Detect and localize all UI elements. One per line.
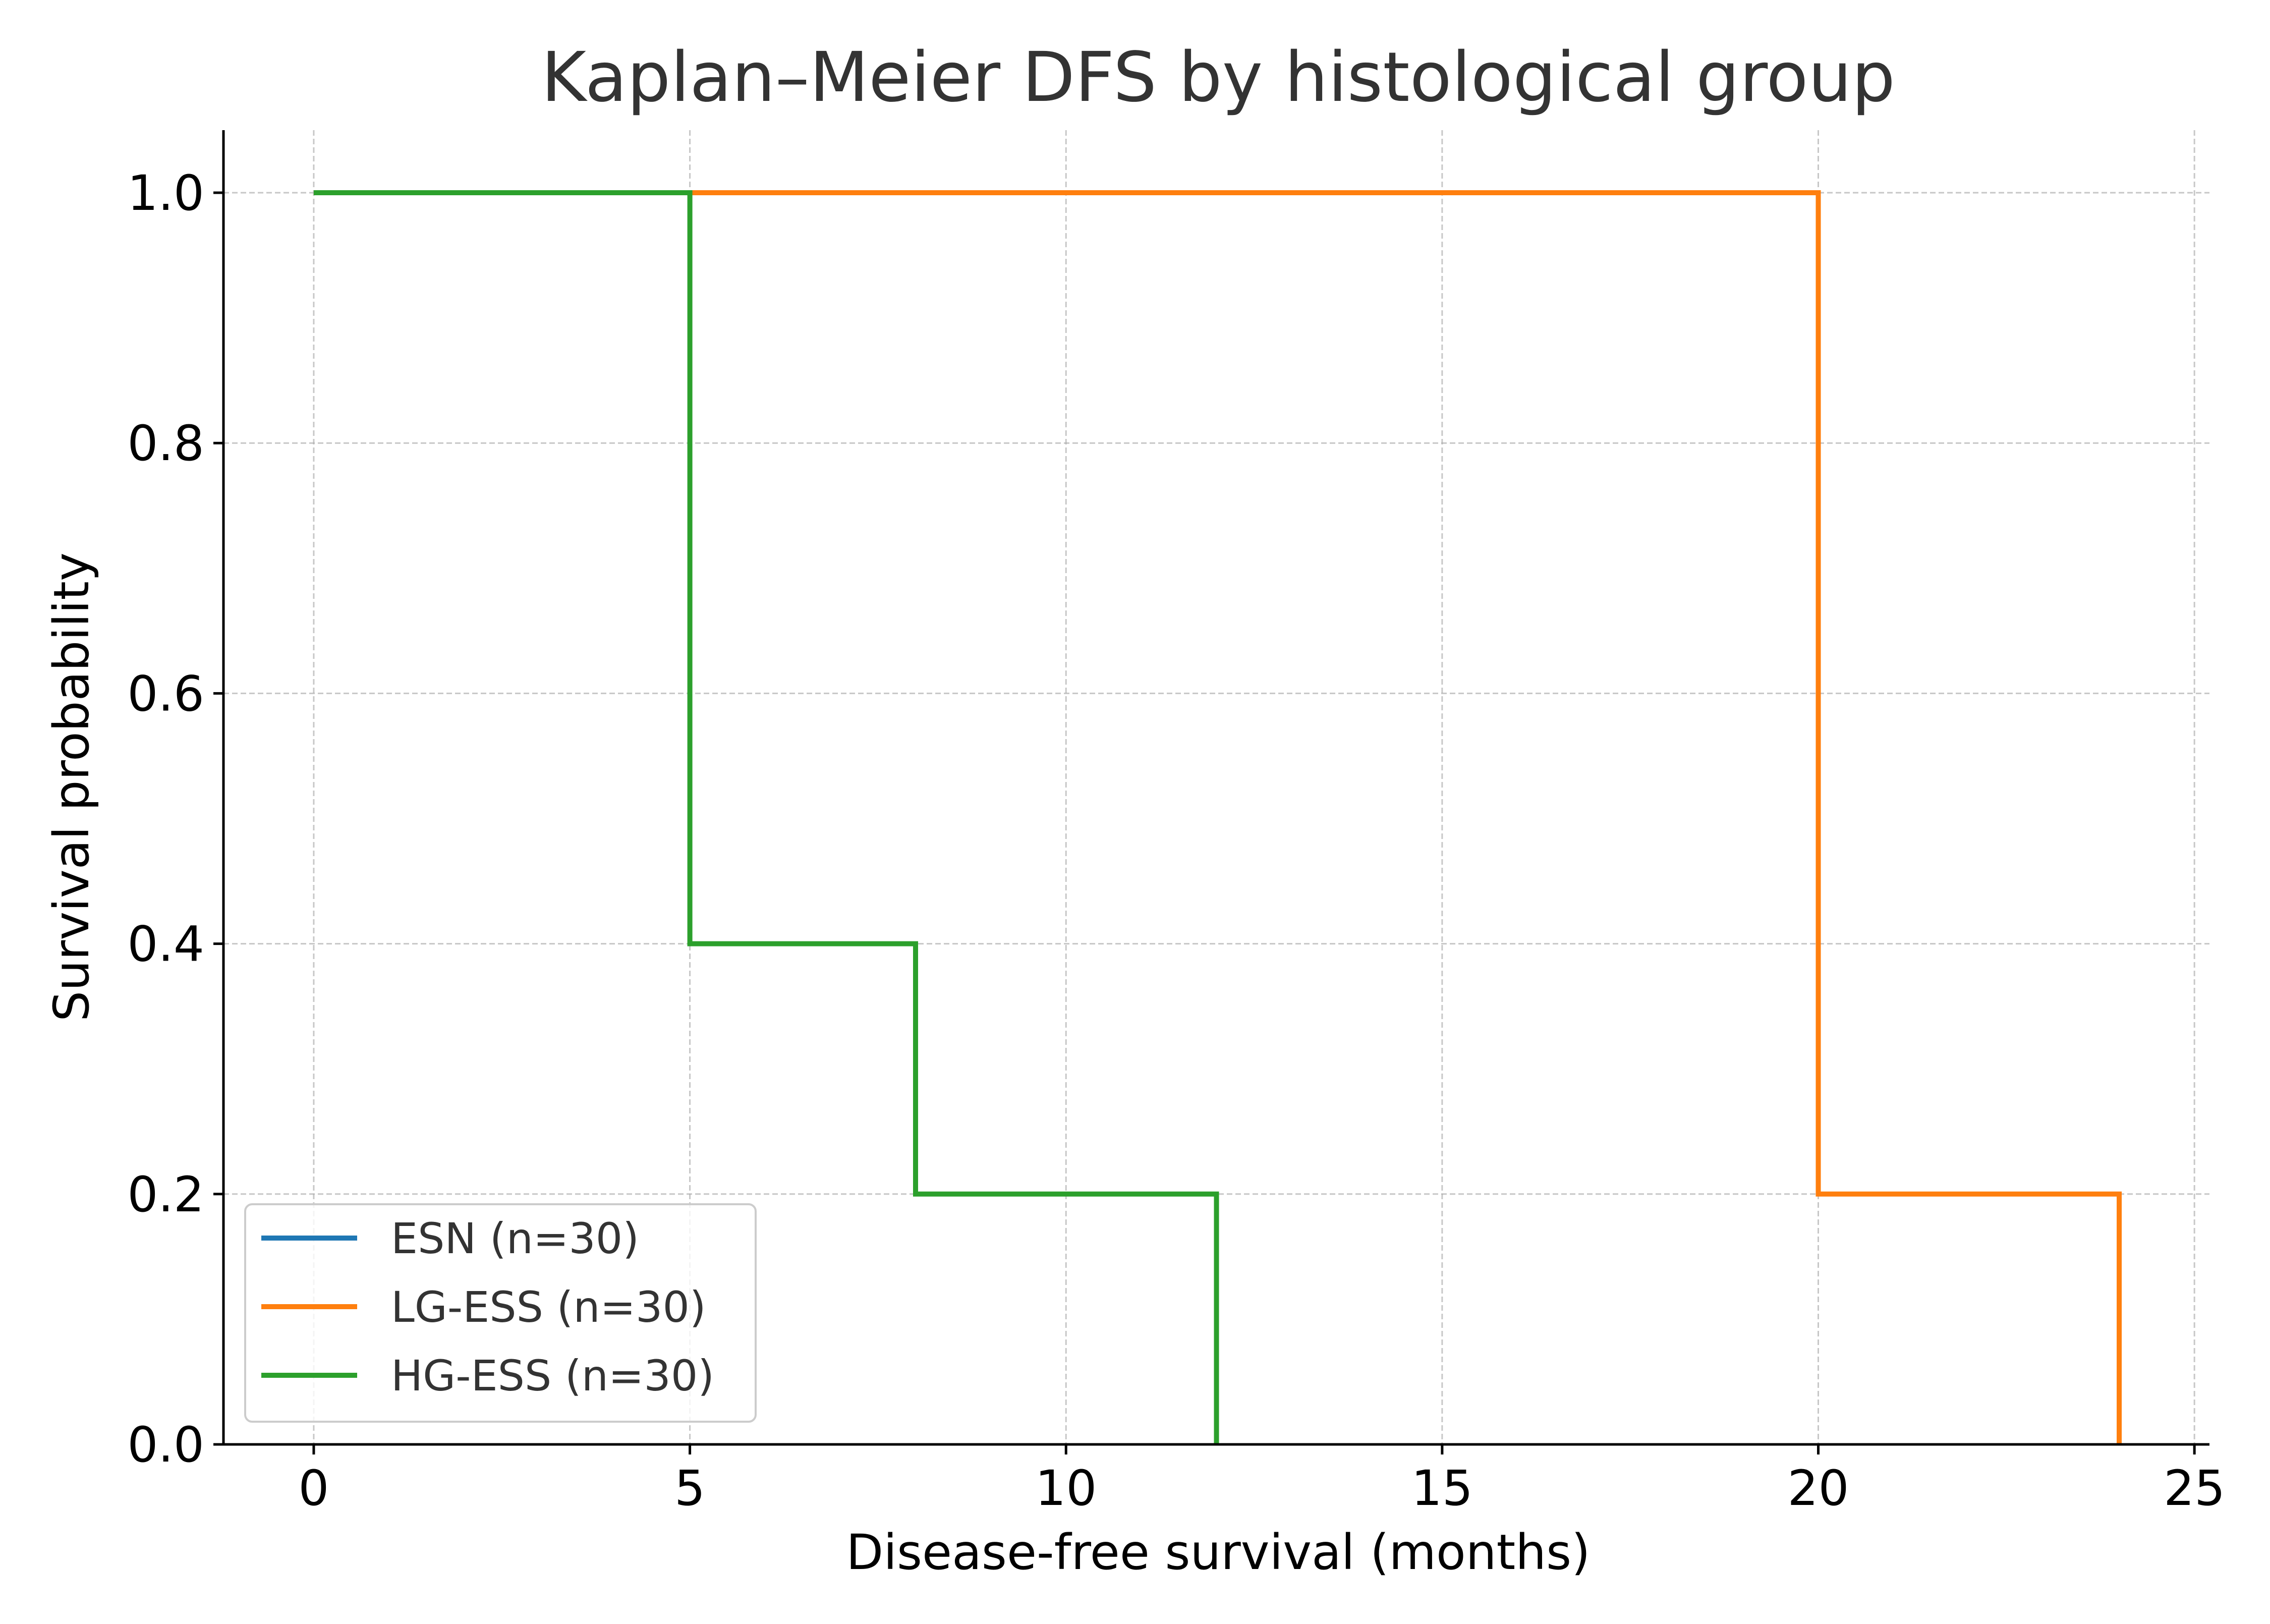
axes-spines bbox=[222, 130, 2209, 1446]
x-tick-label: 20 bbox=[1787, 1460, 1849, 1517]
x-tick-label: 15 bbox=[1411, 1460, 1473, 1517]
y-tick-label: 0.8 bbox=[127, 415, 204, 472]
legend-label-1: LG-ESS (n=30) bbox=[391, 1282, 706, 1332]
x-tick-label: 10 bbox=[1035, 1460, 1097, 1517]
legend-frame bbox=[244, 1203, 757, 1423]
legend: ESN (n=30) LG-ESS (n=30) HG-ESS (n=30) bbox=[244, 1203, 757, 1423]
y-tick-label: 0.4 bbox=[127, 916, 204, 973]
series-line-2 bbox=[313, 190, 1219, 1444]
x-tick-label: 0 bbox=[298, 1460, 329, 1517]
x-tick-label: 5 bbox=[674, 1460, 705, 1517]
y-axis-label: Survival probability bbox=[43, 552, 100, 1022]
legend-label-2: HG-ESS (n=30) bbox=[391, 1351, 714, 1401]
y-tick-label: 0.0 bbox=[127, 1417, 204, 1473]
y-tick-label: 1.0 bbox=[127, 165, 204, 221]
axis-ticks: 0 5 10 15 20 25 0.0 0.2 0.4 0.6 0.8 1.0 bbox=[127, 165, 2225, 1517]
y-tick-label: 0.2 bbox=[127, 1166, 204, 1223]
series-line-1 bbox=[313, 190, 2122, 1444]
y-tick-label: 0.6 bbox=[127, 665, 204, 722]
series-lines bbox=[313, 190, 2122, 1444]
x-axis-label: Disease-free survival (months) bbox=[846, 1524, 1590, 1581]
legend-label-0: ESN (n=30) bbox=[391, 1214, 639, 1263]
chart-title: Kaplan–Meier DFS by histological group bbox=[541, 38, 1895, 118]
x-tick-label: 25 bbox=[2164, 1460, 2225, 1517]
